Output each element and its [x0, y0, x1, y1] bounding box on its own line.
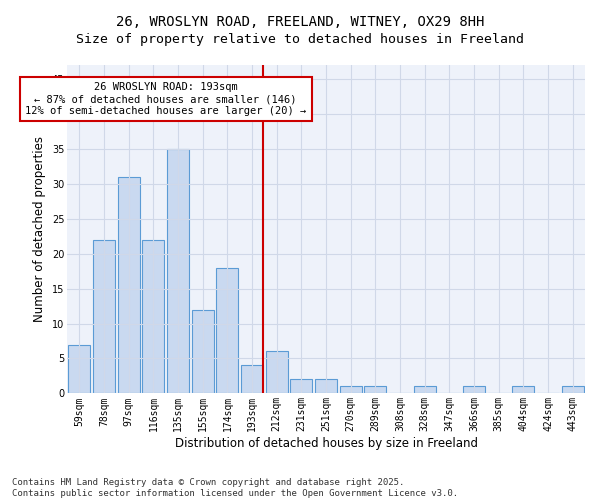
- Bar: [142, 240, 164, 394]
- Bar: [266, 352, 288, 394]
- Text: Contains HM Land Registry data © Crown copyright and database right 2025.
Contai: Contains HM Land Registry data © Crown c…: [12, 478, 458, 498]
- Bar: [191, 310, 214, 394]
- Text: Size of property relative to detached houses in Freeland: Size of property relative to detached ho…: [76, 32, 524, 46]
- Y-axis label: Number of detached properties: Number of detached properties: [33, 136, 46, 322]
- X-axis label: Distribution of detached houses by size in Freeland: Distribution of detached houses by size …: [175, 437, 478, 450]
- Bar: [364, 386, 386, 394]
- Bar: [93, 240, 115, 394]
- Bar: [340, 386, 362, 394]
- Bar: [413, 386, 436, 394]
- Bar: [167, 149, 189, 394]
- Bar: [241, 366, 263, 394]
- Bar: [315, 380, 337, 394]
- Bar: [512, 386, 535, 394]
- Bar: [216, 268, 238, 394]
- Bar: [68, 344, 91, 394]
- Bar: [463, 386, 485, 394]
- Text: 26, WROSLYN ROAD, FREELAND, WITNEY, OX29 8HH: 26, WROSLYN ROAD, FREELAND, WITNEY, OX29…: [116, 15, 484, 29]
- Bar: [562, 386, 584, 394]
- Bar: [290, 380, 313, 394]
- Bar: [118, 177, 140, 394]
- Text: 26 WROSLYN ROAD: 193sqm
← 87% of detached houses are smaller (146)
12% of semi-d: 26 WROSLYN ROAD: 193sqm ← 87% of detache…: [25, 82, 307, 116]
